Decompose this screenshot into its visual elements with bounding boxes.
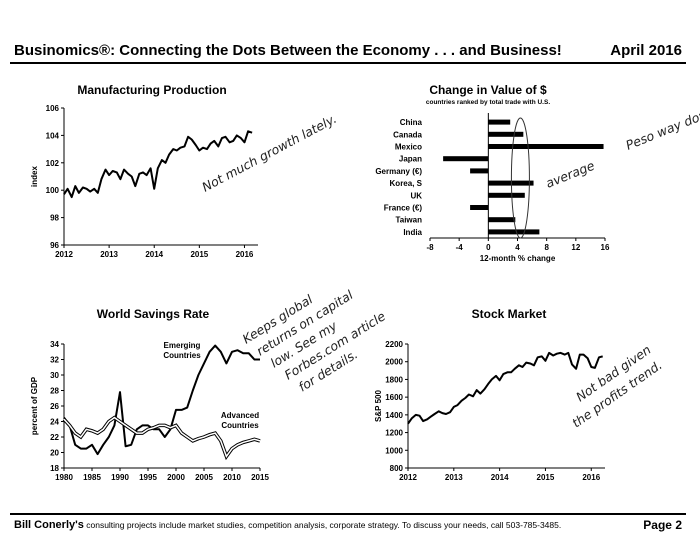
dollar-title: Change in Value of $ <box>429 83 547 97</box>
footer-note: Bill Conerly's consulting projects inclu… <box>14 519 561 531</box>
page-date: April 2016 <box>610 42 682 59</box>
dollar-category-label: Korea, S <box>390 179 423 188</box>
savings-x-tick-label: 2000 <box>167 473 185 482</box>
savings-y-tick-label: 34 <box>50 340 59 349</box>
stocks-y-tick-label: 1600 <box>385 393 403 402</box>
manufacturing-y-tick-label: 96 <box>50 241 59 250</box>
dollar-category-label: Canada <box>393 130 422 139</box>
savings-legend-emerging: Countries <box>163 351 201 360</box>
header-divider <box>10 62 686 64</box>
savings-y-tick-label: 26 <box>50 402 59 411</box>
footer-divider <box>10 513 686 515</box>
savings-x-tick-label: 2005 <box>195 473 213 482</box>
dollar-category-label: Germany (€) <box>375 167 422 176</box>
manufacturing-x-tick-label: 2012 <box>55 250 73 259</box>
dollar-category-label: Japan <box>399 155 422 164</box>
stocks-y-tick-label: 1200 <box>385 429 403 438</box>
savings-x-tick-label: 2010 <box>223 473 241 482</box>
dollar-x-tick-label: 4 <box>515 243 520 252</box>
dollar-bar <box>488 192 525 198</box>
manufacturing-x-tick-label: 2013 <box>100 250 118 259</box>
page-title: Businomics®: Connecting the Dots Between… <box>14 42 562 59</box>
dollar-x-tick-label: 12 <box>571 243 580 252</box>
savings-y-tick-label: 18 <box>50 464 59 473</box>
dollar-x-axis-label: 12-month % change <box>480 254 556 263</box>
dollar-category-label: UK <box>410 191 422 200</box>
manufacturing-y-tick-label: 100 <box>46 186 60 195</box>
stocks-y-tick-label: 1800 <box>385 375 403 384</box>
dollar-x-tick-label: 16 <box>601 243 610 252</box>
dollar-bar <box>488 131 524 137</box>
manufacturing-y-axis-label: index <box>30 166 39 187</box>
savings-y-axis-label: percent of GDP <box>30 376 39 435</box>
dollar-average-ellipse <box>510 117 530 239</box>
manufacturing-title: Manufacturing Production <box>77 83 226 97</box>
savings-y-tick-label: 20 <box>50 449 59 458</box>
dollar-x-tick-label: 0 <box>486 243 491 252</box>
savings-y-tick-label: 28 <box>50 387 59 396</box>
manufacturing-y-tick-label: 98 <box>50 214 59 223</box>
dollar-bar <box>488 229 540 235</box>
dollar-x-tick-label: 8 <box>544 243 549 252</box>
dollar-category-label: Mexico <box>395 143 422 152</box>
stocks-x-tick-label: 2015 <box>537 473 555 482</box>
dollar-category-label: India <box>403 228 422 237</box>
dollar-annotation-average: average <box>544 158 597 191</box>
savings-x-tick-label: 1980 <box>55 473 73 482</box>
dollar-bar <box>470 168 489 174</box>
savings-title: World Savings Rate <box>97 307 210 321</box>
dollar-category-label: Taiwan <box>395 216 422 225</box>
dollar-bar <box>443 156 489 162</box>
dollar-bar <box>488 119 511 125</box>
stocks-y-tick-label: 1400 <box>385 411 403 420</box>
stocks-y-tick-label: 2000 <box>385 358 403 367</box>
stocks-y-tick-label: 1000 <box>385 446 403 455</box>
dollar-category-label: China <box>400 118 423 127</box>
stocks-title: Stock Market <box>472 307 547 321</box>
dollar-x-tick-label: -8 <box>426 243 434 252</box>
savings-x-tick-label: 1985 <box>83 473 101 482</box>
manufacturing-y-tick-label: 106 <box>46 104 60 113</box>
stocks-y-axis-label: S&P 500 <box>374 390 383 422</box>
stocks-x-tick-label: 2014 <box>491 473 509 482</box>
stocks-y-tick-label: 2200 <box>385 340 403 349</box>
stocks-y-tick-label: 800 <box>390 464 404 473</box>
manufacturing-y-tick-label: 102 <box>46 159 60 168</box>
manufacturing-x-tick-label: 2016 <box>236 250 254 259</box>
manufacturing-y-tick-label: 104 <box>46 131 60 140</box>
savings-x-tick-label: 1990 <box>111 473 129 482</box>
savings-legend-emerging: Emerging <box>164 341 201 350</box>
footer-text: consulting projects include market studi… <box>86 520 562 530</box>
dollar-bar <box>470 205 489 210</box>
manufacturing-line <box>63 130 253 199</box>
stocks-line <box>407 351 603 425</box>
savings-y-tick-label: 22 <box>50 433 59 442</box>
dollar-subtitle: countries ranked by total trade with U.S… <box>426 99 550 106</box>
savings-y-tick-label: 24 <box>50 418 59 427</box>
savings-x-tick-label: 2015 <box>251 473 269 482</box>
dollar-bar <box>488 217 516 223</box>
savings-advanced-line-inner <box>63 416 261 458</box>
savings-emerging-line <box>63 344 260 456</box>
manufacturing-annotation: Not much growth lately. <box>199 111 339 195</box>
dollar-annotation-peso: Peso way down <box>624 103 700 153</box>
savings-x-tick-label: 1995 <box>139 473 157 482</box>
savings-legend-advanced: Countries <box>221 421 259 430</box>
dollar-category-label: France (€) <box>384 204 423 213</box>
stocks-x-tick-label: 2016 <box>582 473 600 482</box>
dollar-x-tick-label: -4 <box>456 243 464 252</box>
savings-y-tick-label: 32 <box>50 356 59 365</box>
stocks-x-tick-label: 2012 <box>399 473 417 482</box>
manufacturing-x-tick-label: 2014 <box>145 250 163 259</box>
dollar-bar <box>488 180 534 186</box>
savings-legend-advanced: Advanced <box>221 411 259 420</box>
dollar-bar <box>488 144 604 149</box>
manufacturing-x-tick-label: 2015 <box>190 250 208 259</box>
stocks-x-tick-label: 2013 <box>445 473 463 482</box>
footer-author: Bill Conerly's <box>14 519 84 531</box>
page-number: Page 2 <box>643 518 682 532</box>
savings-y-tick-label: 30 <box>50 371 59 380</box>
